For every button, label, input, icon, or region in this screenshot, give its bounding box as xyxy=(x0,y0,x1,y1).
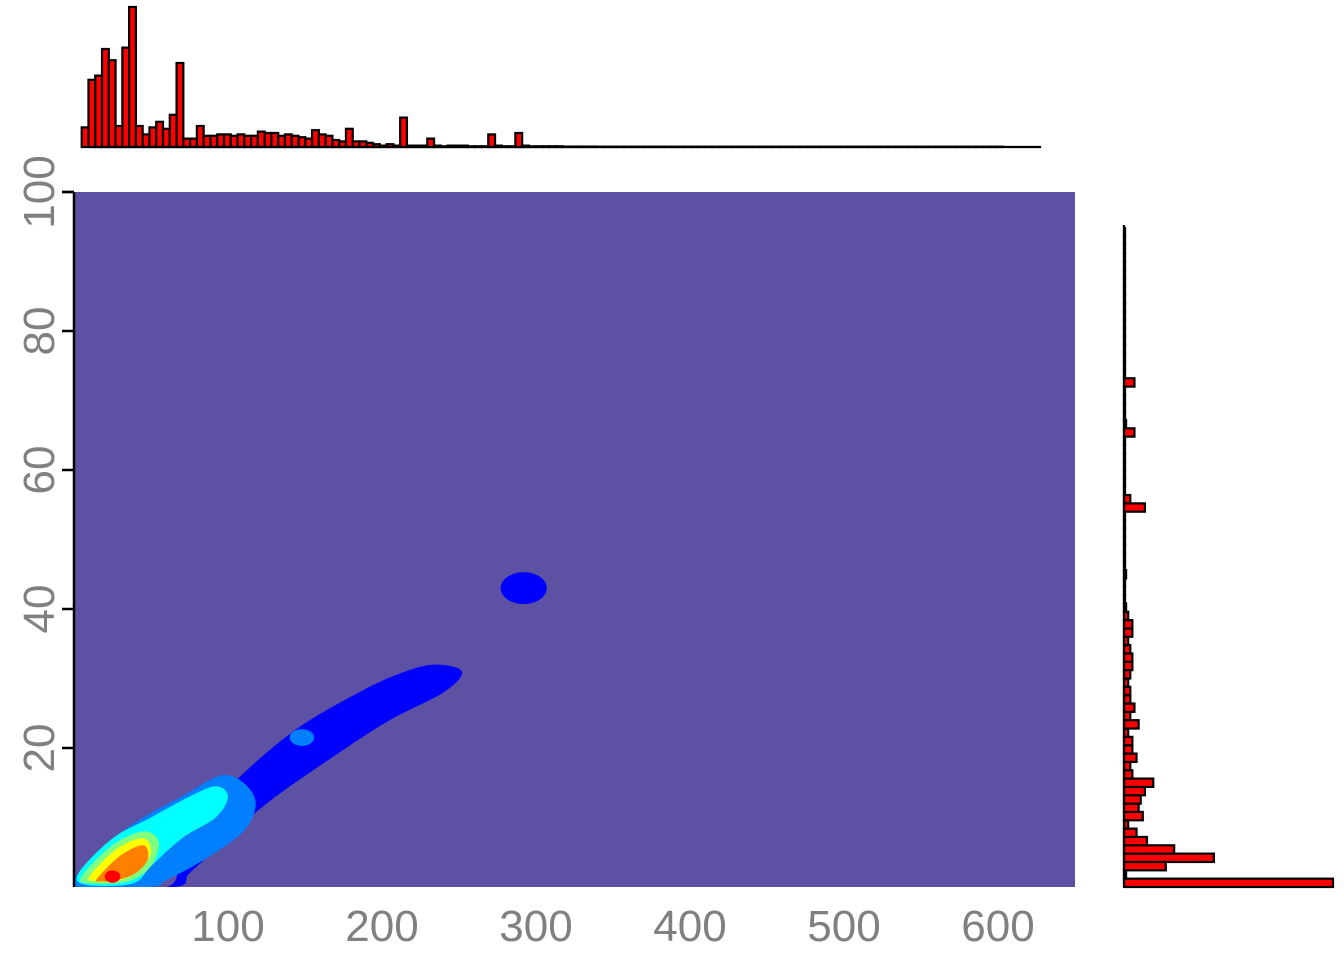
top-histogram-bar xyxy=(399,116,409,149)
right-histogram-bar xyxy=(1122,769,1134,780)
right-histogram-bar xyxy=(1122,810,1144,822)
right-histogram-bar xyxy=(1122,802,1140,814)
right-histogram-bar xyxy=(1122,719,1140,730)
right-histogram-bar xyxy=(1122,785,1146,797)
right-histogram-bar xyxy=(1122,827,1138,839)
right-histogram-bar xyxy=(1122,377,1136,388)
density-contour-layer xyxy=(74,572,547,887)
y-tick-label: 80 xyxy=(15,307,64,356)
top-histogram-bar xyxy=(175,61,185,149)
top-marginal-histogram xyxy=(80,5,1042,149)
x-tick-label: 300 xyxy=(499,902,572,951)
right-histogram-bar xyxy=(1122,660,1134,672)
x-tick-label: 500 xyxy=(807,902,880,951)
density-region-level-7 xyxy=(104,870,121,883)
y-tick-label: 60 xyxy=(15,446,64,495)
x-tick-label: 600 xyxy=(961,902,1034,951)
right-histogram-bar xyxy=(1122,652,1134,663)
right-histogram-bar xyxy=(1122,744,1134,755)
right-histogram-bar xyxy=(1122,835,1149,847)
density-panel-background xyxy=(74,192,1075,887)
right-histogram-bar xyxy=(1122,627,1134,638)
right-histogram-bar xyxy=(1122,502,1146,513)
x-tick-label: 200 xyxy=(345,902,418,951)
y-tick-label: 100 xyxy=(15,155,64,228)
right-histogram-bar xyxy=(1122,860,1167,872)
density-plot-panel xyxy=(74,192,1075,887)
x-tick-label: 400 xyxy=(653,902,726,951)
density-region-level-1 xyxy=(500,572,547,605)
right-histogram-bar xyxy=(1122,777,1155,789)
right-histogram-bar xyxy=(1122,844,1176,855)
right-histogram-bar xyxy=(1122,702,1136,713)
right-histogram-bar xyxy=(1122,877,1335,889)
right-histogram-bar xyxy=(1122,735,1134,747)
y-tick-label: 40 xyxy=(15,585,64,634)
density-region-level-1 xyxy=(74,664,463,887)
y-axis: 20 40 60 80 100 xyxy=(15,155,76,887)
x-tick-label: 100 xyxy=(191,902,264,951)
density-region-level-2 xyxy=(289,729,315,746)
y-tick-label: 20 xyxy=(15,724,64,773)
right-histogram-bar xyxy=(1122,852,1215,864)
right-histogram-bar xyxy=(1122,427,1136,438)
right-marginal-histogram xyxy=(1122,225,1335,889)
right-histogram-bar xyxy=(1122,752,1138,763)
right-histogram-bar xyxy=(1122,619,1134,630)
right-histogram-bar xyxy=(1122,794,1142,805)
x-axis: 100 200 300 400 500 600 xyxy=(191,902,1034,951)
